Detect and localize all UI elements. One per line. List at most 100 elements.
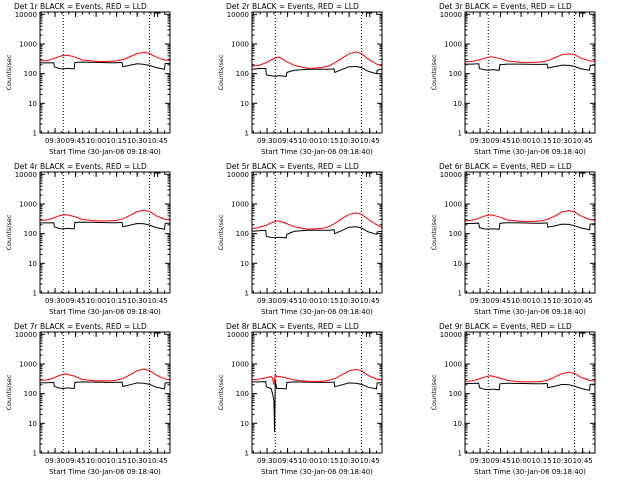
x-tick-label: 09:30	[470, 137, 490, 145]
chart-title: Det 6r BLACK = Events, RED = LLD	[439, 162, 572, 171]
x-tick-label: 10:30	[127, 137, 147, 145]
y-tick-label: 100	[449, 70, 462, 78]
y-tick-label: 10000	[15, 171, 37, 179]
chart-panel: Det 7r BLACK = Events, RED = LLD Counts/s…	[5, 322, 171, 476]
series-line-lld	[251, 212, 383, 230]
chart-title: Det 1r BLACK = Events, RED = LLD	[14, 2, 147, 11]
x-tick-label: 10:45	[360, 297, 380, 305]
y-tick-label: 100	[449, 230, 462, 238]
y-tick-label: 10	[240, 100, 249, 108]
y-tick-label: 100	[24, 70, 37, 78]
x-tick-label: 10:30	[339, 137, 359, 145]
x-tick-label: 09:30	[470, 297, 490, 305]
chart-panel: Det 9r BLACK = Events, RED = LLD Counts/s…	[430, 322, 596, 476]
chart-title: Det 8r BLACK = Events, RED = LLD	[226, 322, 359, 331]
y-tick-label: 1000	[231, 41, 249, 49]
x-tick-label: 10:45	[148, 457, 168, 465]
x-tick-label: 10:00	[511, 297, 531, 305]
corner-marker	[365, 332, 373, 337]
y-tick-label: 1000	[444, 41, 462, 49]
x-axis-label: Start Time (30-Jan-06 09:18:40)	[474, 468, 586, 476]
chart-panel: Det 8r BLACK = Events, RED = LLD Counts/s…	[217, 322, 383, 476]
x-tick-label: 10:00	[298, 457, 318, 465]
chart-title: Det 3r BLACK = Events, RED = LLD	[439, 2, 572, 11]
series-line-lld	[464, 210, 596, 222]
x-tick-label: 10:15	[107, 297, 127, 305]
corner-marker	[365, 172, 373, 177]
plot-frame	[251, 171, 383, 294]
y-tick-label: 10000	[15, 331, 37, 339]
y-tick-label: 1000	[19, 41, 37, 49]
x-tick-label: 09:45	[490, 137, 510, 145]
x-tick-label: 10:00	[298, 137, 318, 145]
x-axis-label: Start Time (30-Jan-06 09:18:40)	[474, 308, 586, 316]
x-tick-label: 10:45	[573, 297, 593, 305]
y-tick-label: 10	[28, 260, 37, 268]
x-tick-label: 10:45	[360, 137, 380, 145]
y-tick-label: 10000	[227, 11, 249, 19]
x-tick-label: 09:30	[45, 137, 65, 145]
y-axis-label: Counts/sec	[430, 374, 438, 410]
corner-marker	[578, 332, 586, 337]
y-tick-label: 10	[453, 420, 462, 428]
series-line-lld	[464, 371, 596, 383]
x-tick-label: 09:45	[490, 457, 510, 465]
y-axis-label: Counts/sec	[217, 54, 225, 90]
x-tick-label: 10:45	[148, 297, 168, 305]
x-tick-label: 10:00	[86, 457, 106, 465]
series-line-events	[40, 61, 170, 70]
x-tick-label: 10:30	[552, 137, 572, 145]
y-tick-label: 100	[236, 70, 249, 78]
series-line-events	[251, 65, 383, 78]
plot-frame	[464, 171, 596, 294]
y-tick-label: 1	[245, 290, 249, 298]
x-tick-label: 10:15	[319, 457, 339, 465]
y-tick-label: 1000	[444, 201, 462, 209]
y-tick-label: 1	[33, 130, 37, 138]
y-tick-label: 1	[33, 290, 37, 298]
chart-panel: Det 2r BLACK = Events, RED = LLD Counts/s…	[217, 2, 383, 156]
y-axis-label: Counts/sec	[217, 374, 225, 410]
y-tick-label: 1	[458, 130, 462, 138]
x-tick-label: 09:45	[65, 457, 85, 465]
y-tick-label: 10000	[15, 11, 37, 19]
y-axis-label: Counts/sec	[430, 54, 438, 90]
y-tick-label: 100	[236, 230, 249, 238]
x-tick-label: 10:00	[511, 457, 531, 465]
x-tick-label: 09:30	[257, 457, 277, 465]
plot-frame	[464, 331, 596, 454]
y-tick-label: 10	[240, 420, 249, 428]
y-tick-label: 100	[236, 390, 249, 398]
y-tick-label: 10	[453, 260, 462, 268]
x-tick-label: 10:45	[148, 137, 168, 145]
series-line-lld	[464, 53, 596, 63]
series-line-events	[40, 221, 170, 230]
series-line-lld	[251, 51, 383, 70]
y-tick-label: 1	[458, 290, 462, 298]
plot-frame	[39, 171, 171, 294]
y-tick-label: 100	[24, 390, 37, 398]
x-axis-label: Start Time (30-Jan-06 09:18:40)	[261, 308, 373, 316]
y-tick-label: 10	[453, 100, 462, 108]
chart-panel: Det 6r BLACK = Events, RED = LLD Counts/s…	[430, 162, 596, 316]
y-axis-label: Counts/sec	[217, 214, 225, 250]
series-line-events	[252, 379, 383, 433]
x-tick-label: 10:30	[127, 297, 147, 305]
x-tick-label: 10:00	[298, 297, 318, 305]
corner-marker	[365, 12, 373, 17]
plot-frame	[464, 11, 596, 134]
plot-frame	[251, 11, 383, 134]
x-tick-label: 10:00	[511, 137, 531, 145]
x-axis-label: Start Time (30-Jan-06 09:18:40)	[49, 148, 161, 156]
x-tick-label: 10:00	[86, 137, 106, 145]
x-tick-label: 10:15	[319, 297, 339, 305]
corner-marker	[578, 12, 586, 17]
x-tick-label: 10:15	[532, 297, 552, 305]
chart-title: Det 7r BLACK = Events, RED = LLD	[14, 322, 147, 331]
series-line-events	[251, 226, 383, 239]
y-axis-label: Counts/sec	[430, 214, 438, 250]
series-line-events	[465, 222, 596, 231]
y-tick-label: 1000	[19, 201, 37, 209]
x-tick-label: 10:45	[360, 457, 380, 465]
